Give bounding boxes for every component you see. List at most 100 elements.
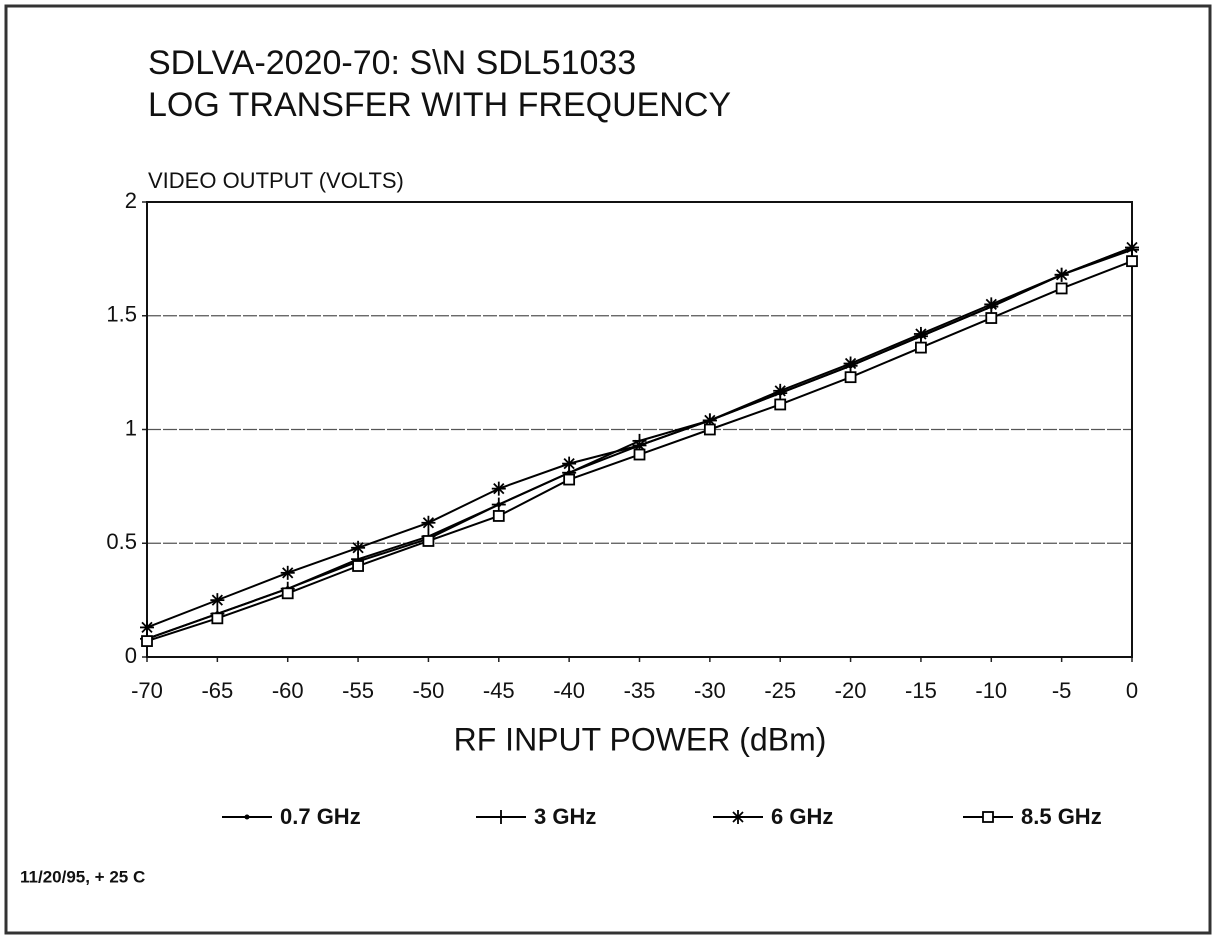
x-tick-label: -30 [694, 678, 726, 703]
marker [491, 497, 506, 512]
marker-stroke [211, 594, 223, 606]
marker [491, 481, 506, 496]
marker-square [352, 560, 364, 572]
marker [210, 593, 225, 608]
marker [984, 297, 999, 312]
marker-square [915, 341, 927, 354]
marker [633, 448, 646, 461]
marker [494, 810, 508, 824]
x-tick-label: -15 [905, 678, 937, 703]
marker-stroke [352, 542, 364, 554]
marker [141, 635, 153, 647]
marker [844, 371, 857, 384]
marker [703, 423, 716, 436]
marker-square [211, 612, 224, 625]
marker-square [633, 448, 646, 461]
marker-square [844, 371, 857, 384]
marker [351, 540, 366, 555]
x-tick-label: -10 [975, 678, 1007, 703]
marker-stroke [282, 567, 294, 579]
marker-stroke [844, 357, 857, 370]
legend-label: 8.5 GHz [1021, 804, 1102, 829]
marker [982, 811, 994, 823]
x-axis-label: RF INPUT POWER (dBm) [454, 721, 827, 757]
x-tick-label: 0 [1126, 678, 1138, 703]
marker-stroke [774, 385, 786, 397]
y-tick-label: 0 [125, 643, 137, 668]
marker-square [774, 398, 787, 411]
legend-item: 3 GHz [476, 804, 596, 829]
legend-item: 8.5 GHz [963, 804, 1102, 829]
marker [913, 326, 928, 341]
marker-square [703, 423, 716, 436]
x-tick-label: -35 [624, 678, 656, 703]
marker-square [1126, 255, 1138, 268]
marker [244, 814, 250, 820]
marker-square [492, 510, 505, 522]
marker-stroke [493, 483, 505, 495]
x-tick-label: -45 [483, 678, 515, 703]
legend-item: 6 GHz [713, 804, 833, 829]
marker-square [141, 635, 153, 647]
marker [985, 312, 998, 324]
legend-label: 6 GHz [771, 804, 833, 829]
legend-label: 3 GHz [534, 804, 596, 829]
marker [563, 473, 576, 486]
marker [422, 535, 435, 547]
marker-stroke [563, 457, 575, 470]
marker-square [563, 473, 576, 486]
y-tick-label: 2 [125, 188, 137, 213]
marker [774, 398, 787, 411]
marker-dot [244, 814, 250, 820]
marker-stroke [1126, 241, 1138, 254]
x-tick-label: -25 [764, 678, 796, 703]
x-tick-label: -50 [413, 678, 445, 703]
x-tick-label: -65 [201, 678, 233, 703]
plot-border [146, 201, 1133, 658]
marker [280, 565, 295, 580]
frame [4, 4, 1212, 935]
marker [281, 587, 294, 600]
marker-stroke [732, 811, 744, 823]
marker-square [422, 535, 435, 547]
marker-square [281, 587, 294, 600]
x-tick-label: -40 [553, 678, 585, 703]
marker-stroke [1056, 269, 1068, 281]
marker [1055, 282, 1068, 295]
x-tick-label: -55 [342, 678, 374, 703]
annotation: 11/20/95, + 25 C [20, 867, 145, 886]
marker [492, 510, 505, 522]
marker [843, 356, 858, 371]
marker [1126, 255, 1138, 268]
legend-label: 0.7 GHz [280, 804, 361, 829]
marker-square [985, 312, 998, 324]
x-tick-label: -5 [1052, 678, 1072, 703]
marker-stroke [915, 328, 927, 340]
marker-stroke [141, 621, 153, 634]
x-tick-label: -70 [131, 678, 163, 703]
marker [352, 560, 364, 572]
marker [731, 810, 745, 824]
marker [562, 456, 577, 471]
marker [211, 612, 224, 625]
marker-stroke [985, 298, 997, 311]
chart-title: LOG TRANSFER WITH FREQUENCY [148, 86, 731, 124]
y-axis-label: VIDEO OUTPUT (VOLTS) [148, 168, 404, 193]
chart-title: SDLVA-2020-70: S\N SDL51033 [148, 44, 636, 82]
legend-item: 0.7 GHz [222, 804, 361, 829]
x-tick-label: -20 [835, 678, 867, 703]
marker [915, 341, 927, 354]
y-tick-label: 1.5 [106, 302, 137, 327]
marker [421, 515, 436, 530]
marker-square [982, 811, 994, 823]
y-tick-label: 1 [125, 415, 137, 440]
marker-stroke [422, 517, 435, 529]
y-tick-label: 0.5 [106, 529, 137, 554]
x-tick-label: -60 [272, 678, 304, 703]
marker [1054, 267, 1069, 282]
marker [773, 383, 788, 398]
marker [1125, 240, 1139, 255]
marker [140, 620, 154, 635]
marker-square [1055, 282, 1068, 295]
